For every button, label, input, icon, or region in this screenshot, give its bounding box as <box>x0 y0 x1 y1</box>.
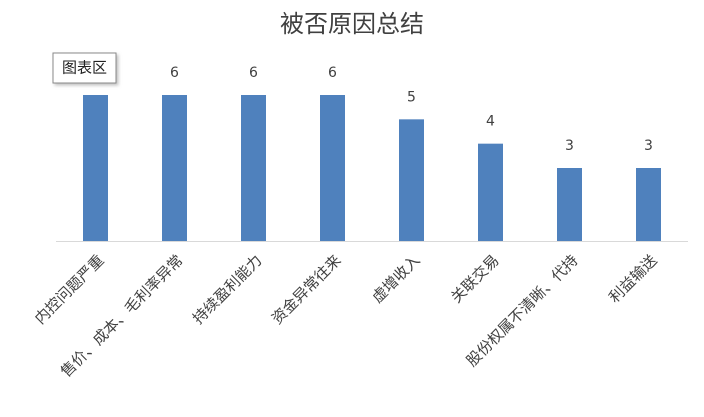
data-label: 5 <box>407 89 416 105</box>
x-tick-label: 内控问题严重 <box>31 251 107 327</box>
x-tick-label: 关联交易 <box>447 251 502 306</box>
bar <box>83 95 108 241</box>
x-tick-label: 虚增收入 <box>368 251 423 306</box>
bar <box>320 95 345 241</box>
tooltip-text: 图表区 <box>62 59 107 77</box>
tooltip: 图表区 <box>52 52 117 84</box>
bar <box>241 95 266 241</box>
data-label: 6 <box>328 65 337 81</box>
data-label: 6 <box>170 65 179 81</box>
tooltip-box <box>52 52 117 84</box>
bar <box>162 95 187 241</box>
x-tick-label: 持续盈利能力 <box>189 251 265 327</box>
data-label: 3 <box>565 138 574 154</box>
bar <box>636 168 661 241</box>
x-tick-label: 资金异常往来 <box>268 251 344 327</box>
chart-title: 被否原因总结 <box>280 10 424 38</box>
bar <box>399 119 424 241</box>
data-label: 4 <box>486 114 495 130</box>
bar <box>478 143 503 241</box>
x-tick-label: 利益输送 <box>605 251 660 306</box>
data-label: 3 <box>644 138 653 154</box>
data-label: 6 <box>249 65 258 81</box>
bar <box>557 168 582 241</box>
